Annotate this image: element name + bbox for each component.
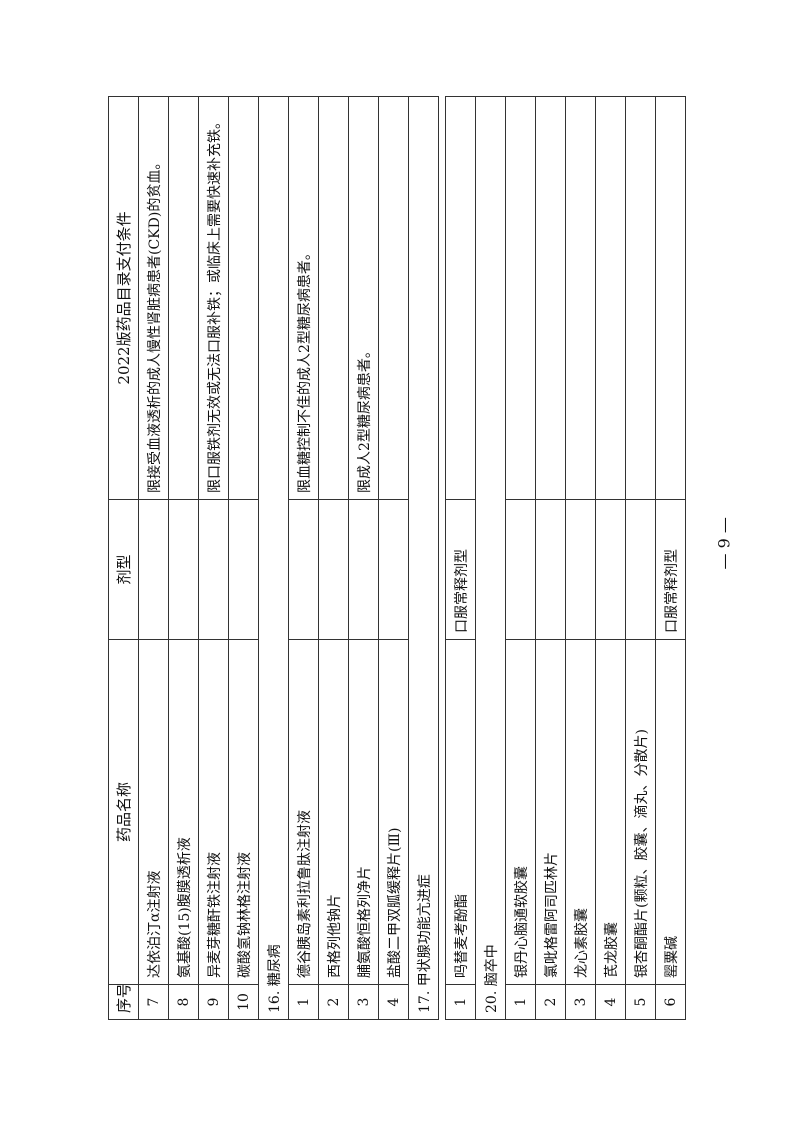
table-row: 2 西格列他钠片 [318,96,349,1020]
table-row: 4 盐酸二甲双胍缓释片(Ⅲ) [378,96,409,1020]
cell-payment-condition: 限成人2型糖尿病患者。 [348,96,379,500]
cell-no: 1 [288,984,319,1020]
category-label: 17. 甲状腺功能亢进症 [408,96,439,1020]
cell-no: 1 [505,984,536,1020]
table-row: 2 氯吡格雷阿司匹林片 [535,96,566,1020]
category-row: 17. 甲状腺功能亢进症 [408,96,439,1020]
cell-no: 5 [625,984,656,1020]
cell-drug-name: 罂粟碱 [655,639,686,985]
cell-payment-condition [595,96,626,500]
cell-drug-name: 盐酸二甲双胍缓释片(Ⅲ) [378,639,409,985]
cell-no: 2 [535,984,566,1020]
cell-dosage-form [535,499,566,640]
cell-no: 1 [445,984,476,1020]
cell-payment-condition: 限接受血液透析的成人慢性肾脏病患者(CKD)的贫血。 [138,96,169,500]
cell-drug-name: 达依泊汀α注射液 [138,639,169,985]
cell-payment-condition [625,96,656,500]
page-break-gap [438,96,446,1020]
cell-no: 4 [595,984,626,1020]
cell-payment-condition [565,96,596,500]
table-row: 5 银杏酮酯片(颗粒、胶囊、滴丸、分散片) [625,96,656,1020]
category-label: 20. 脑卒中 [475,96,506,1020]
cell-no: 8 [168,984,199,1020]
cell-payment-condition [228,96,259,500]
cell-drug-name: 异麦芽糖酐铁注射液 [198,639,229,985]
cell-dosage-form [565,499,596,640]
cell-drug-name: 银杏酮酯片(颗粒、胶囊、滴丸、分散片) [625,639,656,985]
cell-payment-condition [378,96,409,500]
cell-no: 2 [318,984,349,1020]
cell-drug-name: 西格列他钠片 [318,639,349,985]
cell-drug-name: 芪龙胶囊 [595,639,626,985]
cell-drug-name: 氯吡格雷阿司匹林片 [535,639,566,985]
cell-payment-condition: 限口服铁剂无效或无法口服补铁；或临床上需要快速补充铁。 [198,96,229,500]
table-row: 4 芪龙胶囊 [595,96,626,1020]
cell-dosage-form [625,499,656,640]
cell-no: 3 [348,984,379,1020]
header-condition: 2022版药品目录支付条件 [108,96,139,500]
table-row: 1 德谷胰岛素利拉鲁肽注射液 限血糖控制不佳的成人2型糖尿病患者。 [288,96,319,1020]
header-no: 序号 [108,984,139,1020]
table-row: 10 碳酸氢钠林格注射液 [228,96,259,1020]
cell-dosage-form [288,499,319,640]
cell-dosage-form [138,499,169,640]
cell-payment-condition [168,96,199,500]
table-row: 7 达依泊汀α注射液 限接受血液透析的成人慢性肾脏病患者(CKD)的贫血。 [138,96,169,1020]
cell-dosage-form [228,499,259,640]
cell-no: 4 [378,984,409,1020]
cell-payment-condition [535,96,566,500]
category-row: 16. 糖尿病 [258,96,289,1020]
cell-no: 3 [565,984,596,1020]
cell-dosage-form [378,499,409,640]
cell-dosage-form: 口服常释剂型 [445,499,476,640]
category-label: 16. 糖尿病 [258,96,289,1020]
cell-payment-condition [445,96,476,500]
table-row: 1 银丹心脑通软胶囊 [505,96,536,1020]
table-row: 6 罂粟碱 口服常释剂型 [655,96,686,1020]
cell-no: 9 [198,984,229,1020]
cell-drug-name: 吗替麦考酚酯 [445,639,476,985]
cell-no: 7 [138,984,169,1020]
cell-dosage-form [168,499,199,640]
table-row: 9 异麦芽糖酐铁注射液 限口服铁剂无效或无法口服补铁；或临床上需要快速补充铁。 [198,96,229,1020]
page-number: — 9 — [714,517,734,570]
cell-payment-condition [318,96,349,500]
header-form: 剂型 [108,499,139,640]
cell-no: 6 [655,984,686,1020]
cell-drug-name: 龙心素胶囊 [565,639,596,985]
header-name: 药品名称 [108,639,139,985]
cell-drug-name: 德谷胰岛素利拉鲁肽注射液 [288,639,319,985]
cell-drug-name: 脯氨酸恒格列净片 [348,639,379,985]
category-row: 20. 脑卒中 [475,96,506,1020]
cell-dosage-form [348,499,379,640]
rotated-table-container: 序号 药品名称 剂型 2022版药品目录支付条件 7 达依泊汀α注射液 限接受血液透… [108,96,686,1020]
cell-drug-name: 碳酸氢钠林格注射液 [228,639,259,985]
cell-payment-condition [505,96,536,500]
cell-payment-condition [655,96,686,500]
cell-dosage-form [595,499,626,640]
cell-drug-name: 氨基酸(15)腹膜透析液 [168,639,199,985]
cell-dosage-form [318,499,349,640]
table-row: 3 脯氨酸恒格列净片 限成人2型糖尿病患者。 [348,96,379,1020]
cell-drug-name: 银丹心脑通软胶囊 [505,639,536,985]
cell-dosage-form: 口服常释剂型 [655,499,686,640]
cell-dosage-form [198,499,229,640]
cell-payment-condition: 限血糖控制不佳的成人2型糖尿病患者。 [288,96,319,500]
table-row: 8 氨基酸(15)腹膜透析液 [168,96,199,1020]
table-header-row: 序号 药品名称 剂型 2022版药品目录支付条件 [108,96,139,1020]
cell-dosage-form [505,499,536,640]
cell-no: 10 [228,984,259,1020]
table-row: 3 龙心素胶囊 [565,96,596,1020]
table-row: 1 吗替麦考酚酯 口服常释剂型 [445,96,476,1020]
drug-table: 序号 药品名称 剂型 2022版药品目录支付条件 7 达依泊汀α注射液 限接受血液透… [108,96,686,1020]
